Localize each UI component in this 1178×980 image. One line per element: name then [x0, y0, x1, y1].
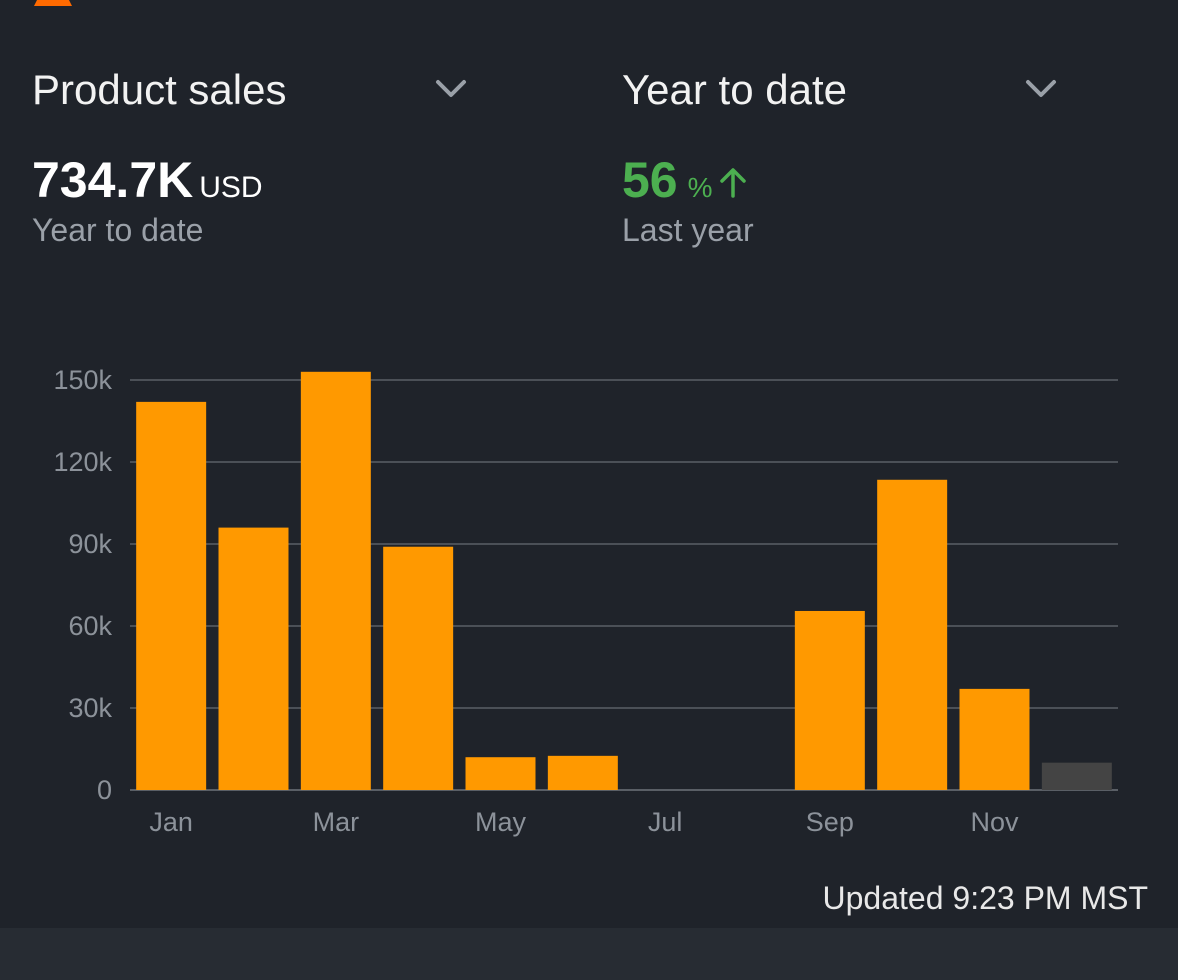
bar-jan[interactable]	[136, 401, 207, 790]
change-value: 56	[622, 152, 678, 208]
bottom-panel	[0, 928, 1178, 980]
change-caption: Last year	[622, 212, 754, 248]
total-sales-unit: USD	[199, 171, 263, 204]
period-selector[interactable]: Year to date	[622, 62, 1062, 118]
chart-gridlines	[130, 379, 1118, 791]
change-stat: 56% Last year	[622, 150, 754, 249]
metric-selector[interactable]: Product sales	[32, 62, 472, 118]
chevron-down-icon	[1026, 80, 1056, 97]
x-tick-label: Mar	[313, 807, 360, 837]
total-sales-value: 734.7K	[32, 152, 194, 208]
app-logo-icon	[34, 0, 72, 6]
x-tick-label: May	[475, 807, 527, 837]
bar-feb[interactable]	[218, 527, 289, 790]
updated-timestamp: Updated 9:23 PM MST	[822, 880, 1148, 916]
monthly-sales-bar-chart: 0 30k 60k 90k 120k 150k Jan Mar May Jul Sep Nov	[53, 365, 1118, 837]
change-unit: %	[687, 172, 713, 203]
bar-oct[interactable]	[877, 479, 948, 790]
chevron-down-icon	[436, 80, 466, 97]
x-tick-label: Jan	[149, 807, 193, 837]
y-tick-label: 30k	[68, 693, 112, 723]
chart-y-axis: 0 30k 60k 90k 120k 150k	[53, 365, 112, 805]
bar-nov[interactable]	[959, 688, 1030, 790]
y-tick-label: 120k	[53, 447, 112, 477]
x-tick-label: Nov	[970, 807, 1019, 837]
bar-jun[interactable]	[547, 755, 618, 790]
arrow-up-icon	[719, 168, 746, 198]
period-selector-label: Year to date	[622, 66, 847, 113]
total-sales-caption: Year to date	[32, 212, 204, 248]
bar-sep[interactable]	[794, 610, 865, 790]
y-tick-label: 150k	[53, 365, 112, 395]
bar-dec[interactable]	[1041, 762, 1112, 790]
chart-bars	[136, 371, 1112, 790]
metric-selector-label: Product sales	[32, 66, 287, 113]
y-tick-label: 90k	[68, 529, 112, 559]
chart-x-axis: Jan Mar May Jul Sep Nov	[149, 807, 1019, 837]
bar-mar[interactable]	[300, 371, 371, 790]
x-tick-label: Sep	[806, 807, 854, 837]
x-tick-label: Jul	[648, 807, 683, 837]
bar-may[interactable]	[465, 757, 536, 790]
bar-apr[interactable]	[383, 546, 454, 790]
y-tick-label: 60k	[68, 611, 112, 641]
y-tick-label: 0	[97, 775, 112, 805]
total-sales-stat: 734.7K USD Year to date	[32, 150, 263, 249]
